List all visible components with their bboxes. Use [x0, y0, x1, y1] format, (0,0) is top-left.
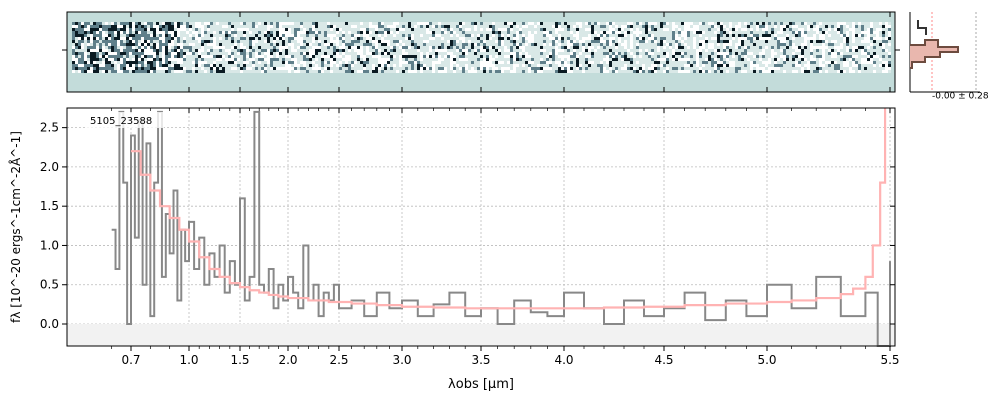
- spectrum-1d-panel: 0.7 1.0 1.5 2.0 2.5 3.0 3.5 4.0 4.5 5.0 5.5 0.0 0.5…: [8, 107, 900, 392]
- grid-lines: [67, 108, 895, 346]
- spectrum-2d-image: [72, 22, 891, 73]
- inset-histogram: -0.00 ± 0.28: [909, 12, 989, 102]
- y-axis: 0.0 0.5 1.0 1.5 2.0 2.5: [40, 121, 895, 331]
- y-tick-label-4: 2.0: [40, 160, 59, 174]
- x-tick-label-4: 2.5: [329, 353, 348, 367]
- y-tick-label-5: 2.5: [40, 121, 59, 135]
- series-0-line: [111, 110, 891, 347]
- x-tick-label-3: 2.0: [278, 353, 297, 367]
- x-tick-label-0: 0.7: [121, 353, 140, 367]
- y-tick-label-2: 1.0: [40, 238, 59, 252]
- x-tick-label-7: 4.0: [554, 353, 573, 367]
- x-tick-label-10: 5.5: [880, 353, 899, 367]
- spectrum-2d-panel: [62, 11, 900, 93]
- x-tick-label-6: 3.5: [471, 353, 490, 367]
- y-tick-label-1: 0.5: [40, 278, 59, 292]
- x-tick-label-9: 5.0: [757, 353, 776, 367]
- spectrum-2d-ticks: [62, 12, 900, 92]
- inset-label: -0.00 ± 0.28: [932, 92, 989, 102]
- y-tick-label-0: 0.0: [40, 317, 59, 331]
- object-id-label: 5105_23588: [90, 116, 152, 127]
- x-axis: 0.7 1.0 1.5 2.0 2.5 3.0 3.5 4.0 4.5 5.0 5.5: [111, 108, 900, 367]
- series-layer: [111, 108, 891, 347]
- y-tick-label-3: 1.5: [40, 199, 59, 213]
- x-tick-label-8: 4.5: [654, 353, 673, 367]
- y-axis-label: fλ [10^-20 ergs^-1cm^-2Å^-1]: [8, 131, 23, 323]
- series-1-line: [131, 108, 887, 310]
- x-tick-label-2: 1.5: [230, 353, 249, 367]
- x-tick-label-1: 1.0: [179, 353, 198, 367]
- x-axis-label: λobs [μm]: [448, 377, 514, 392]
- zero-band: [67, 324, 895, 346]
- x-tick-label-5: 3.0: [392, 353, 411, 367]
- plot-area: [67, 108, 895, 346]
